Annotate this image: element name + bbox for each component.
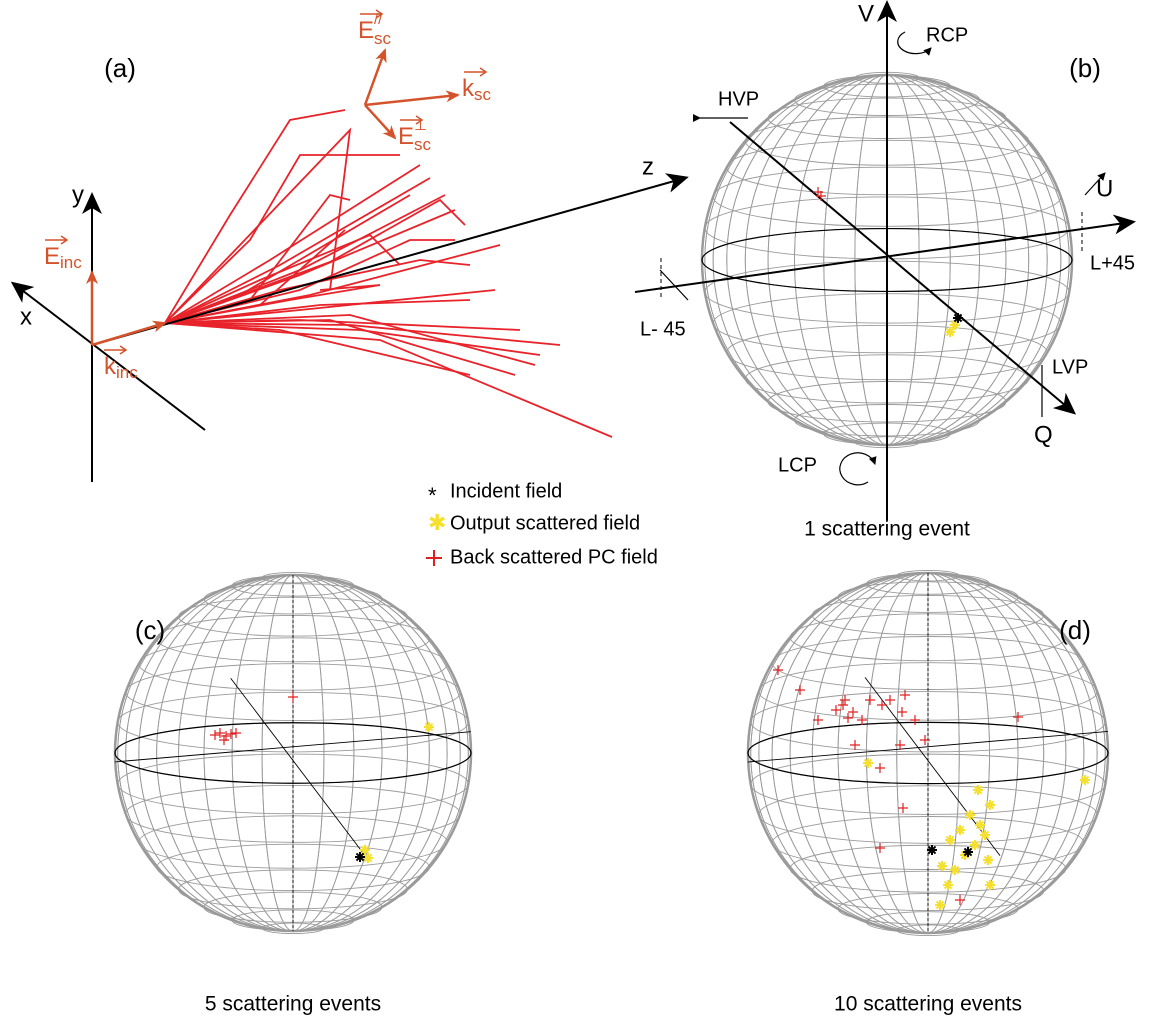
axis <box>231 678 365 854</box>
axis-label: y <box>72 181 84 208</box>
back-scattered-point <box>875 763 885 773</box>
back-scattered-point <box>226 729 236 739</box>
vector-label: E//sc <box>358 11 392 49</box>
back-scattered-point <box>773 665 783 675</box>
figure: (a) x y z Einc kinc E//sc ksc E⊥sc (b) V… <box>0 0 1155 1028</box>
vector-sup: // <box>374 11 383 28</box>
axis-label: U <box>1096 175 1113 202</box>
back-scattered-point <box>910 715 920 725</box>
vector-label: kinc <box>104 353 138 382</box>
legend-item: Back scattered PC field <box>450 546 658 568</box>
vector-sub: inc <box>60 253 82 272</box>
scattering-path <box>165 323 470 375</box>
vector-sub: inc <box>116 363 138 382</box>
back-scattered-point <box>210 730 220 740</box>
legend: * ✱ Incident field Output scattered fiel… <box>426 480 658 568</box>
caption: 1 scattering event <box>804 518 970 541</box>
scattering-path <box>165 290 495 323</box>
axis-label: x <box>20 303 32 330</box>
caption: 10 scattering events <box>834 993 1022 1016</box>
panel-label: (b) <box>1069 53 1101 83</box>
back-scattered-point <box>897 707 907 717</box>
back-scattered-point <box>955 895 965 905</box>
back-scattered-point <box>920 735 930 745</box>
panel-label: (a) <box>104 53 136 83</box>
back-scattered-point <box>838 700 848 710</box>
state-label: L+45 <box>1090 252 1135 274</box>
state-label: LCP <box>778 454 817 476</box>
state-label: RCP <box>926 24 968 46</box>
vector-sub: sc <box>414 135 432 154</box>
vector-base: E <box>44 243 60 270</box>
back-scattered-point <box>877 700 887 710</box>
back-scattered-point <box>795 685 805 695</box>
panel-label: (c) <box>135 615 165 645</box>
state-label: L- 45 <box>640 318 686 340</box>
scattering-path <box>165 155 400 323</box>
back-scattered-point <box>850 740 860 750</box>
panel-label: (d) <box>1059 615 1091 645</box>
vector-sub: sc <box>474 85 492 104</box>
back-scattered-point <box>865 695 875 705</box>
scattering-path <box>165 323 612 437</box>
vector-sub: sc <box>374 29 392 48</box>
back-scattered-point <box>843 713 853 723</box>
sphere <box>748 570 1108 935</box>
axis-label: z <box>642 153 654 180</box>
axis-label: V <box>858 0 874 27</box>
vector-base: E <box>398 123 414 150</box>
spheres <box>115 72 1108 935</box>
vector-label: ksc <box>462 75 492 104</box>
caption: 5 scattering events <box>205 993 381 1016</box>
back-scattered-point <box>831 705 841 715</box>
vector-base: E <box>358 17 374 44</box>
legend-symbol <box>426 550 442 566</box>
back-scattered-point <box>288 692 298 702</box>
back-scattered-point <box>857 715 867 725</box>
back-scattered-point <box>1013 712 1023 722</box>
state-label: LVP <box>1052 356 1088 378</box>
axes-b <box>635 4 1132 520</box>
legend-item: Output scattered field <box>450 512 640 534</box>
legend-symbol: ✱ <box>428 510 446 535</box>
back-scattered-point <box>848 707 858 717</box>
sphere <box>115 572 471 933</box>
vector-sup: ⊥ <box>414 117 427 134</box>
legend-item: Incident field <box>450 480 562 502</box>
scattering-paths <box>165 110 612 437</box>
legend-symbol: * <box>428 483 437 508</box>
vector-label: Einc <box>44 243 82 272</box>
vector-label: E⊥sc <box>398 117 432 155</box>
back-scattered-point <box>885 695 895 705</box>
back-scattered-point <box>898 803 908 813</box>
axis-label: Q <box>1034 421 1053 448</box>
state-label: HVP <box>718 88 759 110</box>
